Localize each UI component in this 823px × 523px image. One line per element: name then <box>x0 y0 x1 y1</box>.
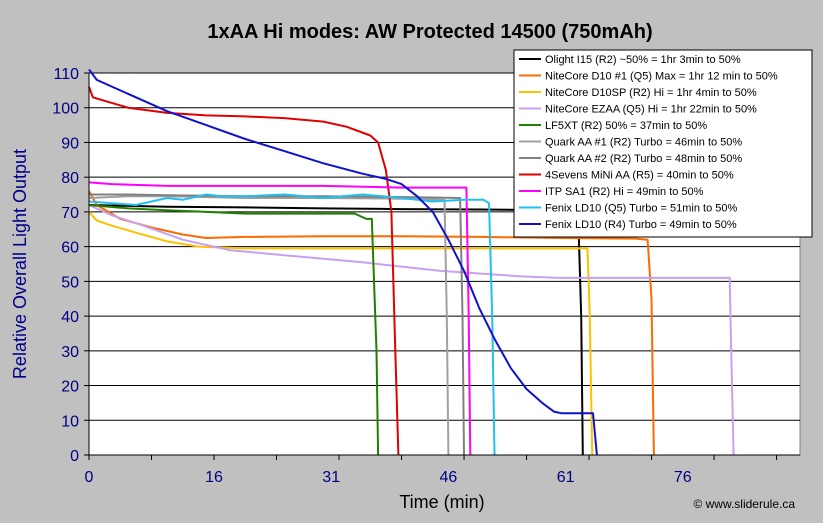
legend-entry: NiteCore EZAA (Q5) Hi = 1hr 22min to 50% <box>545 104 757 116</box>
chart-title: 1xAA Hi modes: AW Protected 14500 (750mA… <box>207 21 652 43</box>
y-tick-label: 60 <box>61 240 79 257</box>
series-line-9 <box>88 181 472 456</box>
legend-box <box>513 49 813 238</box>
series-line-4 <box>88 204 735 456</box>
legend-entry: 4Sevens MiNi AA (R5) = 40min to 50% <box>545 170 734 182</box>
series-line-5 <box>88 204 380 456</box>
y-tick-label: 10 <box>61 413 79 430</box>
legend-entry: Quark AA #2 (R2) Turbo = 48min to 50% <box>545 153 742 165</box>
legend-entry: Fenix LD10 (R4) Turbo = 49min to 50% <box>545 219 737 231</box>
legend-entry: NiteCore D10 #1 (Q5) Max = 1hr 12 min to… <box>545 71 778 83</box>
legend-entry: Quark AA #1 (R2) Turbo = 46min to 50% <box>545 137 742 149</box>
y-axis-label: Relative Overall Light Output <box>10 149 30 379</box>
y-tick-label: 70 <box>61 205 79 222</box>
y-tick-label: 0 <box>70 448 79 465</box>
series-line-1 <box>88 204 584 456</box>
x-tick-label: 31 <box>322 469 340 486</box>
x-tick-label: 0 <box>85 469 94 486</box>
x-axis-ticks: 0 16 31 46 61 76 <box>85 455 778 486</box>
series-line-10 <box>88 193 496 456</box>
legend-entry: Olight I15 (R2) ~50% = 1hr 3min to 50% <box>545 54 741 66</box>
series-lines <box>88 68 735 456</box>
legend-entry: ITP SA1 (R2) Hi = 49min to 50% <box>545 186 704 198</box>
y-tick-label: 110 <box>53 66 79 83</box>
y-tick-label: 100 <box>52 101 79 118</box>
x-tick-label: 76 <box>674 469 692 486</box>
x-tick-label: 46 <box>440 469 458 486</box>
x-tick-label: 61 <box>557 469 575 486</box>
y-tick-label: 80 <box>61 170 79 187</box>
x-tick-label: 16 <box>205 469 223 486</box>
y-tick-label: 40 <box>61 309 79 326</box>
x-axis-label: Time (min) <box>399 492 484 512</box>
legend-entry: NiteCore D10SP (R2) Hi = 1hr 4min to 50% <box>545 87 757 99</box>
legend-entry: Fenix LD10 (Q5) Turbo = 51min to 50% <box>545 203 738 215</box>
y-tick-label: 90 <box>61 135 79 152</box>
series-line-8 <box>88 86 400 456</box>
series-line-7 <box>89 193 465 456</box>
y-tick-label: 30 <box>61 344 79 361</box>
legend: Olight I15 (R2) ~50% = 1hr 3min to 50% Ni… <box>513 49 813 238</box>
series-line-11 <box>88 68 598 456</box>
legend-entry: LF5XT (R2) 50% = 37min to 50% <box>545 120 707 132</box>
y-tick-label: 50 <box>61 274 79 291</box>
y-axis-ticks: 0 10 20 30 40 50 60 70 80 90 100 110 <box>52 66 89 465</box>
series-line-3 <box>88 211 594 456</box>
y-tick-label: 20 <box>61 379 79 396</box>
credit-text: © www.sliderule.ca <box>693 497 795 511</box>
